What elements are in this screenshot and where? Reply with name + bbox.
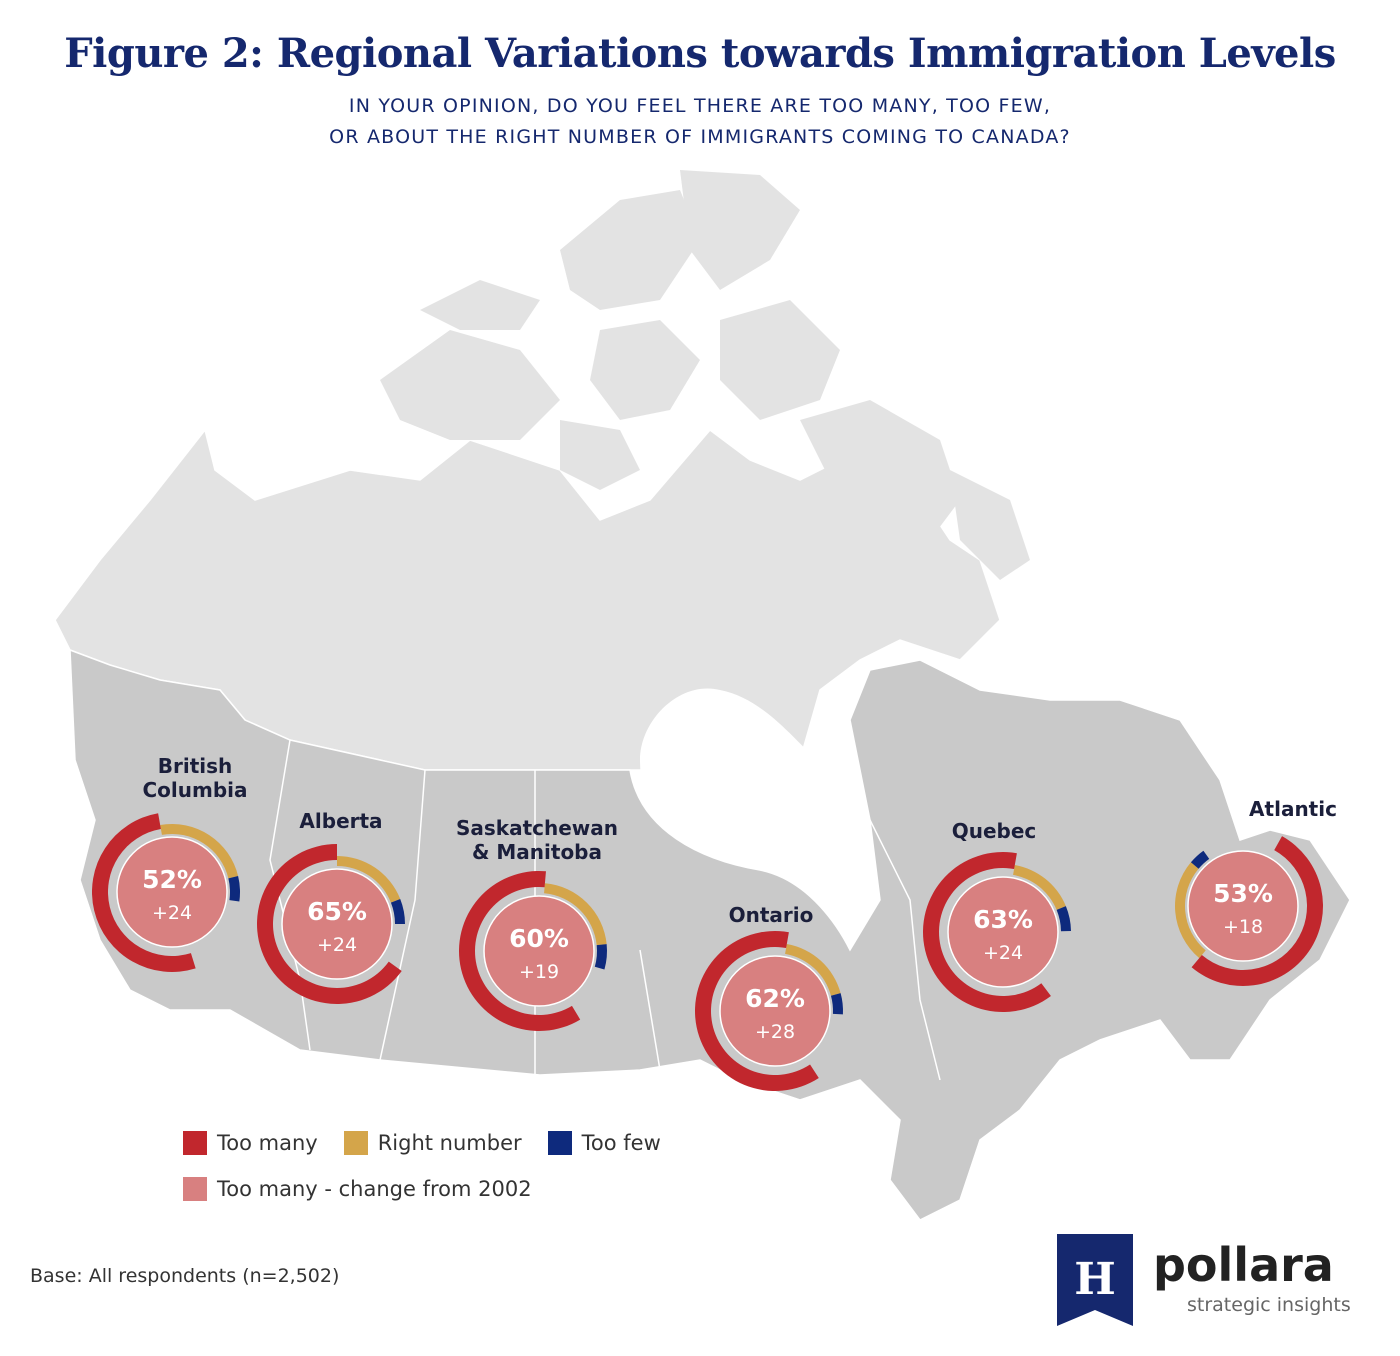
donut-british-columbia: 52%+24 [91,813,240,973]
label-ontario: Ontario [729,903,814,927]
change-value: +18 [1223,916,1263,938]
label-atlantic: Atlantic [1249,797,1337,821]
pollara-logo: H pollara strategic insights [1055,1230,1365,1330]
too-many-value: 53% [1213,879,1273,908]
segment-too-many [923,852,1051,1012]
change-circle [719,955,831,1067]
arctic-island-4 [590,320,700,420]
donut-ontario: 62%+28 [694,931,843,1091]
segment-right-number [337,856,401,903]
change-circle [1187,850,1299,962]
label-british-columbia-line1: British [158,754,233,778]
arctic-island-8 [560,420,640,490]
logo-mark-icon: H [1057,1234,1133,1326]
legend-change: Too many - change from 2002 [183,1177,532,1201]
svg-text:H: H [1074,1254,1116,1305]
arctic-island-3 [560,190,700,310]
legend-right-number: Right number [343,1131,522,1155]
segment-right-number [1013,865,1066,910]
too-many-value: 63% [973,905,1033,934]
hudson-bay [640,688,853,869]
too-many-value: 60% [509,924,569,953]
label-sask-line1: Saskatchewan [456,816,618,840]
arctic-island-6 [720,300,840,420]
logo-wordmark: pollara [1153,1238,1334,1292]
swatch-right-number [343,1131,368,1155]
segment-right-number [1175,862,1206,959]
segment-too-many [694,931,819,1091]
label-british-columbia-line2: Columbia [142,778,247,802]
donut-alberta: 65%+24 [257,844,405,1004]
too-many-value: 65% [307,897,367,926]
arctic-island-9 [950,470,1030,580]
donut-saskatchewan-manitoba: 60%+19 [458,871,607,1031]
question-line-2: OR ABOUT THE RIGHT NUMBER OF IMMIGRANTS … [329,126,1071,148]
change-circle [483,895,595,1007]
donut-atlantic: 53%+18 [1175,836,1324,987]
question-line-1: IN YOUR OPINION, DO YOU FEEL THERE ARE T… [348,95,1052,117]
segment-right-number [785,944,841,996]
donut-quebec: 63%+24 [923,852,1071,1012]
legend-change-label: Too many - change from 2002 [217,1177,532,1201]
arctic-island-1 [380,330,560,440]
legend-too-few: Too few [547,1131,661,1155]
segment-right-number [160,823,239,879]
arctic-island-2 [420,280,540,330]
region-labels: British Columbia Alberta Saskatchewan & … [142,754,1336,927]
change-circle [116,836,228,948]
change-value: +24 [983,942,1023,964]
legend-too-many-label: Too many [217,1131,318,1155]
change-value: +24 [317,934,357,956]
label-alberta: Alberta [299,809,382,833]
arctic-island-5 [680,170,800,290]
change-value: +19 [519,961,559,983]
arctic-island-7 [800,400,960,540]
too-many-value: 52% [142,865,202,894]
segment-too-many [1191,836,1324,987]
legend: Too many Right number Too few Too many -… [183,1128,687,1220]
swatch-too-few [547,1131,572,1155]
change-circle [281,868,393,980]
label-sask-line2: & Manitoba [472,840,602,864]
legend-too-few-label: Too few [581,1131,661,1155]
change-circle [947,876,1059,988]
segment-too-many [458,871,581,1031]
base-note: Base: All respondents (n=2,502) [30,1265,340,1287]
segment-too-many [91,813,196,973]
segment-too-few [390,898,405,924]
label-quebec: Quebec [952,819,1037,843]
legend-right-number-label: Right number [377,1131,522,1155]
segment-too-few [594,944,607,970]
legend-too-many: Too many [183,1131,318,1155]
change-value: +24 [152,902,192,924]
swatch-too-many [183,1131,207,1155]
figure-title: Figure 2: Regional Variations towards Im… [64,30,1336,77]
segment-too-few [1190,850,1210,869]
segment-too-few [228,876,240,902]
segment-too-few [830,993,843,1015]
too-many-value: 62% [745,984,805,1013]
logo-tagline: strategic insights [1187,1294,1351,1316]
change-value: +28 [755,1021,795,1043]
swatch-change [183,1177,207,1201]
segment-too-few [1056,906,1071,932]
segment-right-number [544,883,607,946]
